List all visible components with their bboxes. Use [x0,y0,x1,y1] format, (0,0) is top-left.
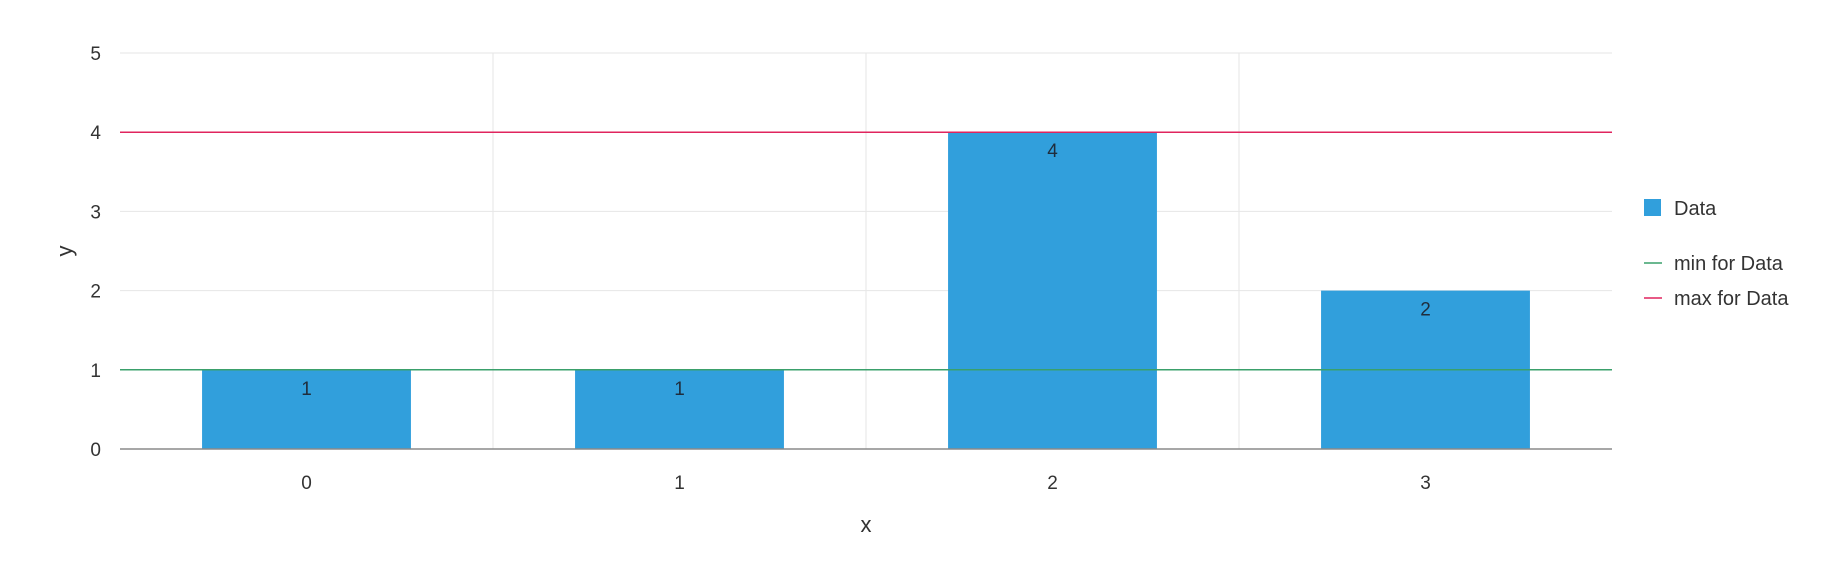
axes: x y 0 1 2 3 4 5 0 1 2 3 [52,44,1612,537]
y-tick-label: 1 [90,361,101,382]
x-axis-title: x [861,512,872,537]
bar-value-label: 4 [1047,141,1058,162]
bar [202,369,411,449]
legend: Data min for Data max for Data [1644,198,1789,310]
bar-value-label: 2 [1420,300,1431,321]
y-tick-label: 3 [90,202,101,223]
bar [948,132,1157,449]
x-tick-label: 1 [674,473,685,494]
data-labels: 1 1 4 2 [301,141,1431,400]
legend-swatch-data [1644,199,1661,216]
x-tick-label: 3 [1420,473,1431,494]
y-tick-label: 2 [90,282,101,303]
y-tick-label: 4 [90,123,101,144]
y-tick-label: 0 [90,440,101,461]
reference-lines [120,131,1612,371]
x-tick-label: 0 [301,473,312,494]
legend-label-data: Data [1674,198,1717,220]
y-tick-label: 5 [90,44,101,65]
y-axis-title: y [52,246,77,257]
legend-label-reference: min for Data [1674,253,1784,275]
legend-label-reference: max for Data [1674,288,1789,310]
bar-value-label: 1 [301,379,312,400]
bar [575,369,784,449]
bar-value-label: 1 [674,379,685,400]
x-tick-label: 2 [1047,473,1058,494]
